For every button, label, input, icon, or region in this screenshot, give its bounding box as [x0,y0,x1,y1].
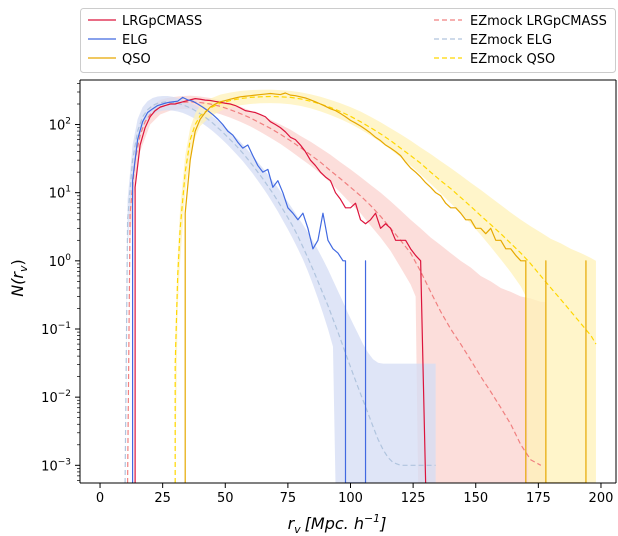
x-axis-label-main: r [288,514,296,533]
y-axis-label-sub: v [17,265,30,272]
x-tick-label: 175 [526,491,551,506]
legend-frame [80,8,616,73]
x-tick-label: 50 [217,491,234,506]
x-axis-label-units: [Mpc. h [305,514,364,533]
tick-group: 0 25 50 75 100 125 150 175 200 10−3 10−2 10−1 100 101… [41,83,613,506]
line-lrgpcmass [134,98,427,483]
legend-label-elg: ELG [122,33,148,48]
legend-label-ezmock-qso: EZmock QSO [470,52,555,67]
band-ezmock-qso [175,89,596,483]
x-axis-label-close: ] [379,514,386,533]
legend-label-qso: QSO [122,52,151,67]
x-axis-label: rv [Mpc. h−1] [288,512,387,536]
legend-label-ezmock-elg: EZmock ELG [470,33,552,48]
x-tick-label: 25 [154,491,171,506]
line-ezmock-lrgpcmass [126,101,542,483]
x-tick-label: 150 [463,491,488,506]
x-tick-label: 100 [338,491,363,506]
y-axis-label: N(rv) [8,259,30,297]
y-tick-label: 10−1 [41,321,71,338]
x-tick-label: 0 [96,491,104,506]
legend-label-ezmock-lrgpcmass: EZmock LRGpCMASS [470,14,607,29]
line-qso [184,92,587,483]
x-axis-label-exp: −1 [364,512,380,525]
series-lines [124,92,597,483]
x-tick-label: 75 [280,491,297,506]
y-tick-label: 100 [49,253,72,270]
band-ezmock-lrgpcmass [127,95,546,483]
x-axis-label-sub: v [294,523,301,536]
y-tick-label: 102 [49,117,71,134]
x-tick-label: 200 [589,491,614,506]
x-tick-label: 125 [401,491,426,506]
legend: LRGpCMASS ELG QSO EZmock LRGpCMASS EZmoc… [80,8,616,73]
y-axis-label-main: N(r [8,271,27,297]
y-tick-label: 101 [49,185,71,202]
y-axis-label-close: ) [8,259,27,265]
legend-label-lrgpcmass: LRGpCMASS [122,14,202,29]
line-elg [131,96,367,483]
band-ezmock-elg [125,96,436,483]
y-tick-label: 10−3 [41,457,71,474]
y-tick-label: 10−2 [41,389,71,406]
